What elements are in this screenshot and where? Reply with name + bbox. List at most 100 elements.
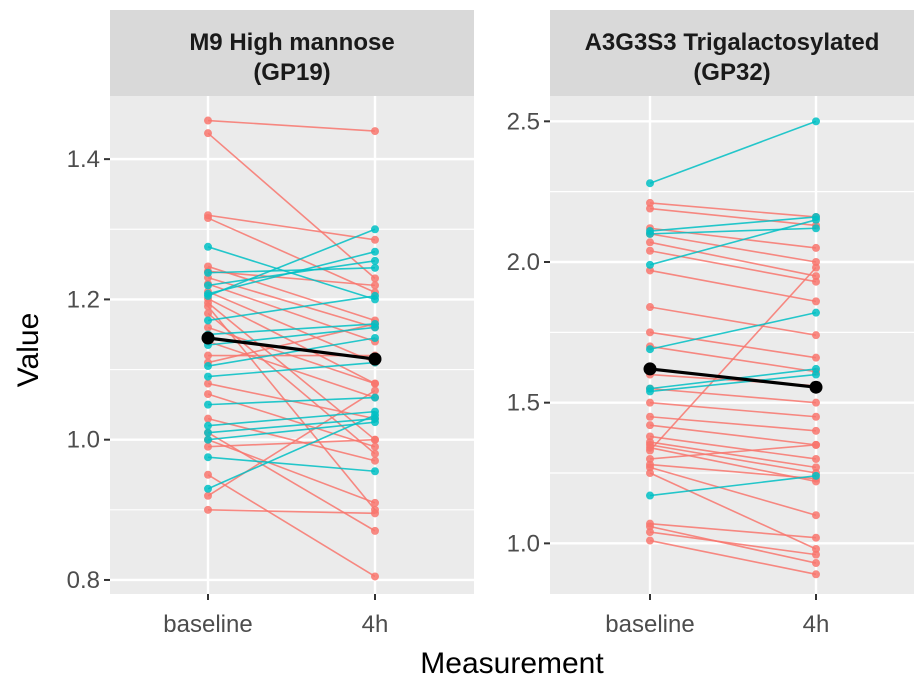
red-series-point-4h bbox=[812, 570, 820, 579]
y-tick-label: 0.8 bbox=[67, 567, 100, 594]
teal-series-point-baseline bbox=[204, 242, 212, 251]
red-series-point-4h bbox=[812, 544, 820, 553]
teal-series-line bbox=[649, 120, 817, 184]
red-series-point-baseline bbox=[646, 469, 654, 478]
red-series-point-4h bbox=[812, 454, 820, 463]
red-series-point-baseline bbox=[646, 198, 654, 207]
red-series-line bbox=[649, 241, 817, 277]
red-series-point-4h bbox=[812, 353, 820, 362]
x-tick-label: baseline bbox=[163, 611, 252, 638]
red-series-point-4h bbox=[371, 526, 379, 535]
red-series-point-baseline bbox=[204, 309, 212, 318]
y-tick-label: 2.5 bbox=[507, 108, 540, 135]
red-series-line bbox=[207, 389, 376, 497]
teal-series-point-4h bbox=[371, 411, 379, 420]
teal-series-point-baseline bbox=[204, 268, 212, 277]
red-series-point-baseline bbox=[204, 116, 212, 125]
red-series-line bbox=[649, 331, 817, 359]
teal-series-line bbox=[207, 414, 376, 490]
red-series-point-4h bbox=[812, 398, 820, 407]
red-series-line bbox=[649, 466, 817, 516]
red-series-line bbox=[649, 525, 817, 564]
red-series-line bbox=[649, 531, 817, 556]
red-series-line bbox=[649, 539, 817, 576]
y-tick-label: 1.5 bbox=[507, 390, 540, 417]
red-series-point-baseline bbox=[204, 214, 212, 223]
red-series-point-baseline bbox=[646, 432, 654, 441]
teal-series-point-baseline bbox=[204, 316, 212, 325]
red-series-point-4h bbox=[812, 263, 820, 272]
teal-series-line bbox=[207, 410, 376, 427]
red-series-point-baseline bbox=[204, 129, 212, 138]
mean-point-baseline bbox=[201, 331, 215, 345]
teal-series-line bbox=[207, 396, 376, 406]
red-series-point-4h bbox=[371, 435, 379, 444]
red-series-point-baseline bbox=[646, 463, 654, 472]
red-series-line bbox=[207, 297, 376, 385]
teal-series-point-4h bbox=[371, 418, 379, 427]
y-tick-label: 1.2 bbox=[67, 286, 100, 313]
teal-series-point-baseline bbox=[204, 362, 212, 371]
red-series-point-4h bbox=[812, 297, 820, 306]
red-series-line bbox=[649, 424, 817, 446]
red-series-point-4h bbox=[371, 456, 379, 465]
teal-series-line bbox=[649, 219, 817, 266]
red-series-line bbox=[649, 202, 817, 218]
red-series-point-4h bbox=[812, 277, 820, 286]
mean-point-4h bbox=[368, 352, 382, 366]
red-series-point-baseline bbox=[204, 505, 212, 514]
teal-series-point-4h bbox=[371, 467, 379, 476]
red-series-point-4h bbox=[812, 412, 820, 421]
red-series-line bbox=[649, 207, 817, 227]
teal-series-point-4h bbox=[371, 256, 379, 265]
y-axis-title: Value bbox=[12, 313, 45, 388]
red-series-point-baseline bbox=[204, 491, 212, 500]
red-series-line bbox=[649, 444, 817, 460]
red-series-point-baseline bbox=[204, 323, 212, 332]
red-series-point-baseline bbox=[204, 442, 212, 451]
red-series-line bbox=[207, 438, 376, 504]
teal-series-point-4h bbox=[812, 370, 820, 379]
teal-series-point-4h bbox=[371, 225, 379, 234]
facet-panel-1: 0.8 1.0 1.2 1.4 baseline 4h bbox=[67, 96, 474, 638]
teal-series-point-4h bbox=[812, 364, 820, 373]
teal-series-line bbox=[649, 216, 817, 232]
red-series-point-baseline bbox=[646, 522, 654, 531]
red-series-point-baseline bbox=[646, 454, 654, 463]
teal-series-point-4h bbox=[812, 117, 820, 126]
red-series-point-4h bbox=[812, 272, 820, 281]
teal-series-line bbox=[207, 267, 376, 274]
x-tick-label: 4h bbox=[362, 611, 389, 638]
teal-series-line bbox=[207, 228, 376, 297]
red-series-point-4h bbox=[371, 281, 379, 290]
teal-series-point-baseline bbox=[646, 179, 654, 188]
red-series-point-4h bbox=[371, 127, 379, 136]
teal-series-line bbox=[207, 323, 376, 336]
teal-series-line bbox=[649, 373, 817, 393]
teal-series-point-4h bbox=[812, 471, 820, 480]
red-series-point-4h bbox=[371, 509, 379, 518]
red-series-line bbox=[207, 509, 376, 515]
teal-series-point-4h bbox=[812, 224, 820, 233]
teal-series-point-4h bbox=[371, 333, 379, 342]
red-series-line bbox=[649, 472, 817, 550]
teal-series-point-baseline bbox=[204, 400, 212, 409]
teal-series-line bbox=[649, 311, 817, 351]
teal-series-point-baseline bbox=[204, 421, 212, 430]
red-series-point-4h bbox=[371, 442, 379, 451]
red-series-point-4h bbox=[812, 426, 820, 435]
red-series-point-baseline bbox=[204, 470, 212, 479]
red-series-point-4h bbox=[812, 550, 820, 559]
panel-background bbox=[110, 96, 474, 594]
teal-series-line bbox=[207, 417, 376, 434]
teal-series-point-baseline bbox=[646, 345, 654, 354]
teal-series-line bbox=[207, 250, 376, 295]
teal-series-line bbox=[207, 337, 376, 367]
red-series-point-baseline bbox=[646, 421, 654, 430]
facet-title-1-line1: M9 High mannose bbox=[189, 29, 394, 56]
facet-title-2-line1: A3G3S3 Trigalactosylated bbox=[585, 29, 880, 56]
red-series-point-baseline bbox=[646, 328, 654, 337]
teal-series-line bbox=[649, 227, 817, 235]
red-series-line bbox=[649, 401, 817, 418]
